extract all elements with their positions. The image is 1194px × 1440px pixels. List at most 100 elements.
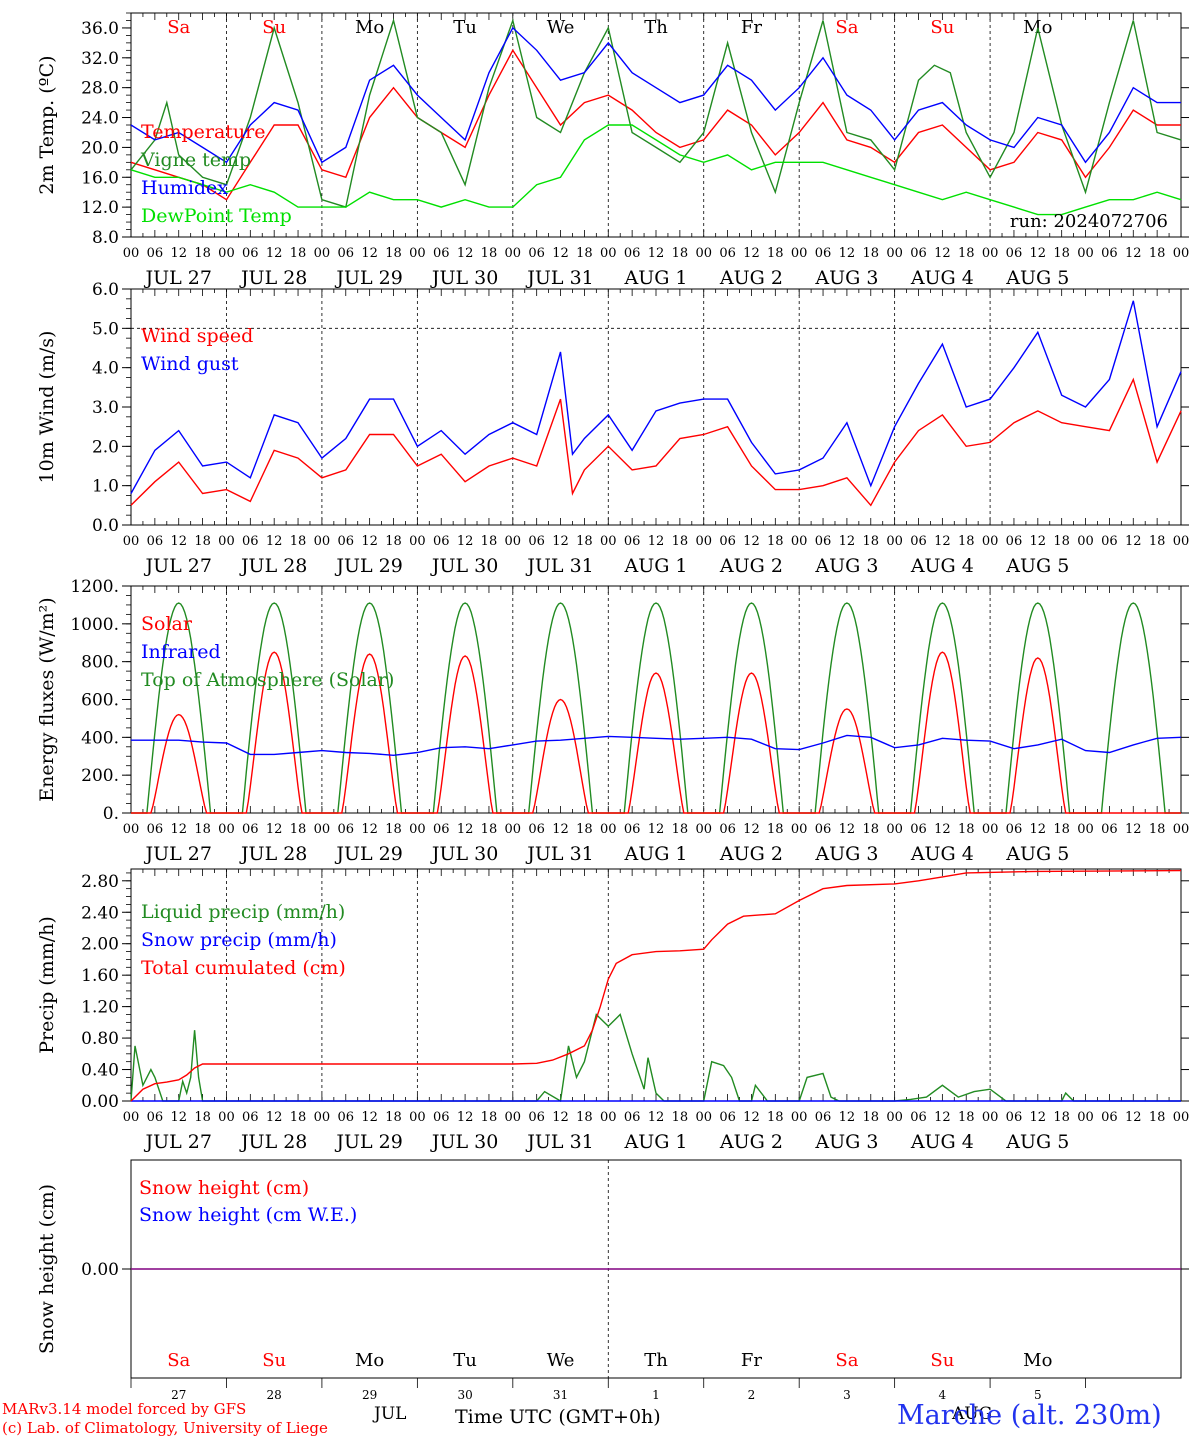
day-name: Tu [453,1350,477,1371]
legend-entry: Temperature [141,121,265,143]
hour-label: 12 [1125,822,1142,837]
hour-label: 18 [194,246,211,261]
hour-label: 18 [481,1110,498,1125]
hour-label: 18 [290,1110,307,1125]
y-tick-label: 5.0 [92,319,119,339]
y-axis-label: Energy fluxes (W/m²) [36,597,58,801]
hour-label: 00 [1077,1110,1094,1125]
date-label: AUG 5 [1005,1131,1069,1153]
hour-label: 00 [886,534,903,549]
date-label: JUL 31 [525,267,593,289]
hour-label: 18 [481,822,498,837]
panel-1: 8.0 12.0 16.0 20.0 24.0 28.0 32.0 36.0 2m Temp. … [36,12,1189,289]
y-tick-label: 24.0 [81,109,119,129]
hour-label: 00 [886,822,903,837]
y-axis-label: 2m Temp. (ºC) [36,55,58,194]
hour-label: 12 [839,1110,856,1125]
hour-label: 06 [242,534,259,549]
hour-label: 12 [934,534,951,549]
y-axis-label: Snow height (cm) [36,1184,58,1354]
hour-label: 12 [457,1110,474,1125]
hour-label: 18 [1149,534,1166,549]
month-label-aug: AUG [952,1404,993,1424]
hour-label: 18 [290,246,307,261]
hour-label: 12 [1030,534,1047,549]
hour-label: 06 [719,534,736,549]
hour-label: 12 [266,1110,283,1125]
hour-label: 06 [1006,534,1023,549]
y-tick-label: 0.00 [81,1092,119,1112]
hour-label: 06 [433,246,450,261]
day-name: We [547,17,575,38]
hour-label: 12 [1125,534,1142,549]
day-name: Su [930,17,954,38]
series-2 [130,869,1182,1102]
y-tick-label: 1.20 [81,998,119,1018]
hour-label: 00 [600,534,617,549]
hour-label: 06 [528,534,545,549]
hour-label: 06 [337,1110,354,1125]
hour-label: 00 [886,246,903,261]
y-tick-label: 36.0 [81,19,119,39]
hour-label: 00 [409,1110,426,1125]
date-label: JUL 27 [143,267,211,289]
hour-label: 00 [123,246,140,261]
model-credit: MARv3.14 model forced by GFS [2,1400,247,1418]
day-name: Tu [453,17,477,38]
date-label: AUG 1 [623,843,687,865]
date-label: JUL 27 [143,843,211,865]
hour-label: 00 [505,246,522,261]
date-label: AUG 5 [1005,267,1069,289]
hour-label: 06 [147,534,164,549]
y-tick-label: 3.0 [92,398,119,418]
hour-label: 00 [505,534,522,549]
y-tick-label: 0.80 [81,1029,119,1049]
y-tick-label: 400. [81,728,119,748]
day-name: Sa [835,17,858,38]
hour-label: 06 [624,1110,641,1125]
day-number: 31 [553,1388,568,1402]
date-label: JUL 27 [143,1131,211,1153]
hour-label: 00 [1173,822,1190,837]
hour-label: 18 [481,534,498,549]
hour-label: 00 [123,534,140,549]
hour-label: 00 [409,534,426,549]
day-name: Su [262,1350,286,1371]
legend-entry: Snow height (cm W.E.) [139,1204,357,1226]
hour-label: 00 [982,246,999,261]
hour-label: 06 [337,246,354,261]
day-name: Fr [741,1350,762,1371]
hour-label: 18 [290,822,307,837]
hour-label: 12 [1030,822,1047,837]
date-label: JUL 30 [430,555,498,577]
date-label: AUG 2 [719,555,783,577]
series-0 [130,48,1181,201]
hour-label: 18 [958,822,975,837]
hour-label: 00 [218,822,235,837]
hour-label: 18 [194,1110,211,1125]
hour-label: 06 [147,1110,164,1125]
hour-label: 18 [385,1110,402,1125]
date-label: AUG 3 [814,555,878,577]
hour-label: 00 [695,246,712,261]
date-label: JUL 30 [430,1131,498,1153]
y-tick-label: 32.0 [81,49,119,69]
hour-label: 12 [266,822,283,837]
hour-label: 06 [1101,246,1118,261]
day-number: 1 [652,1388,660,1402]
date-label: AUG 2 [719,843,783,865]
y-tick-label: 200. [81,766,119,786]
date-label: AUG 3 [814,267,878,289]
hour-label: 12 [361,1110,378,1125]
hour-label: 18 [385,822,402,837]
hour-label: 06 [1006,1110,1023,1125]
day-number: 27 [171,1388,186,1402]
hour-label: 00 [218,1110,235,1125]
y-tick-label: 0.00 [81,1260,119,1280]
y-tick-label: 16.0 [81,168,119,188]
series-1 [130,300,1182,494]
hour-label: 06 [815,534,832,549]
day-name: Mo [355,17,384,38]
hour-label: 18 [1053,246,1070,261]
